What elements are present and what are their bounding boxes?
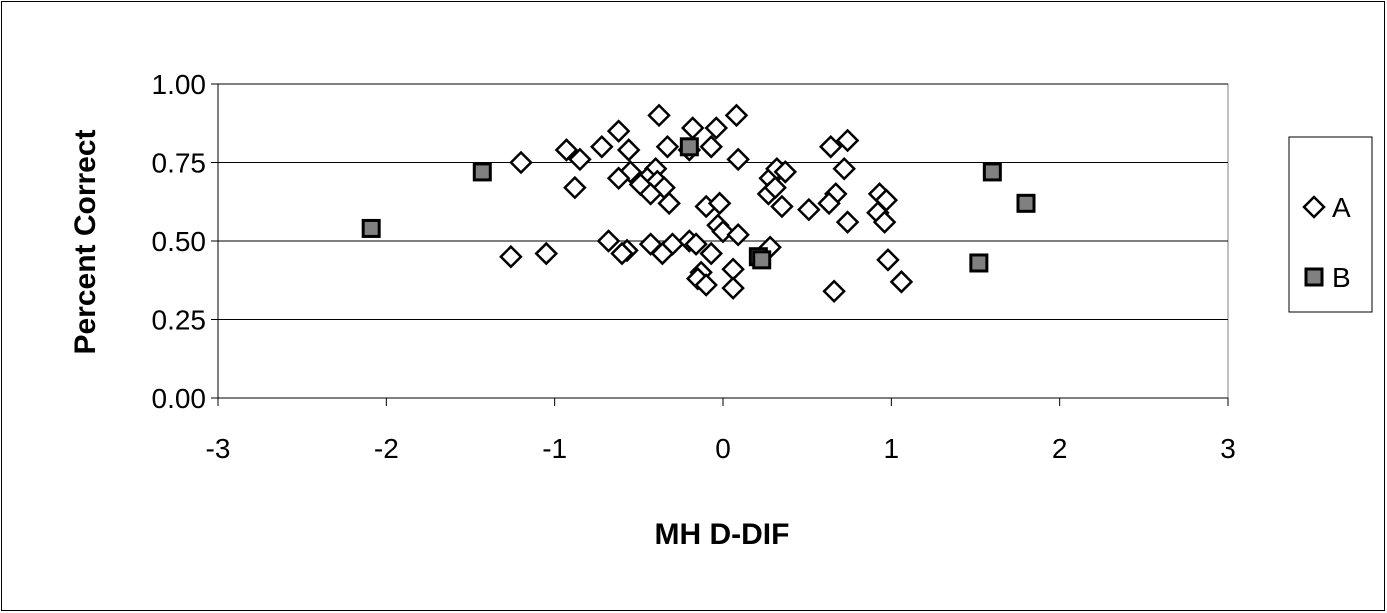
data-point-a — [773, 160, 798, 184]
y-tick-label: 1.00 — [152, 69, 207, 100]
x-axis-title: MH D-DIF — [655, 518, 790, 551]
data-point-a — [655, 135, 680, 159]
data-point-a — [726, 222, 750, 247]
data-point-a — [499, 244, 523, 269]
y-axis-title: Percent Correct — [69, 129, 102, 354]
data-point-a — [596, 229, 621, 253]
data-point-a — [832, 157, 856, 181]
data-point-b — [752, 250, 772, 270]
legend-marker-b — [1304, 267, 1324, 287]
data-point-a — [606, 119, 631, 143]
data-point-a — [590, 135, 614, 159]
y-tick-label: 0.25 — [152, 305, 207, 336]
data-point-a — [726, 147, 750, 172]
y-tick-labels: 0.00 0.25 0.50 0.75 1.00 — [152, 69, 207, 414]
data-point-b — [679, 137, 699, 157]
data-point-a — [721, 276, 745, 300]
x-tick-label: 1 — [884, 433, 900, 464]
data-point-a — [763, 175, 787, 200]
legend-marker-a — [1302, 195, 1326, 219]
data-point-a — [563, 175, 587, 200]
data-point-a — [650, 241, 675, 266]
data-point-b — [1016, 193, 1036, 213]
data-point-a — [822, 279, 846, 304]
data-point-a — [711, 219, 735, 244]
data-point-a — [638, 182, 663, 206]
data-point-a — [876, 248, 900, 272]
data-point-a — [704, 116, 729, 140]
legend-label-b: B — [1332, 262, 1351, 293]
data-point-a — [889, 270, 914, 294]
data-point-a — [835, 128, 860, 153]
axes — [211, 83, 1229, 406]
data-point-a — [694, 273, 718, 297]
data-point-a — [554, 138, 579, 162]
x-tick-label: 2 — [1052, 433, 1068, 464]
data-point-b — [472, 162, 492, 182]
data-point-a — [684, 232, 708, 256]
data-points — [361, 103, 1036, 304]
x-tick-label: 0 — [715, 433, 731, 464]
data-point-a — [797, 197, 821, 222]
data-point-b — [982, 162, 1002, 182]
data-point-a — [872, 210, 897, 234]
data-point-a — [616, 138, 641, 162]
data-point-a — [534, 241, 559, 266]
y-tick-label: 0.00 — [152, 383, 207, 414]
x-tick-label: -2 — [374, 433, 399, 464]
data-point-a — [724, 103, 749, 128]
data-point-a — [770, 194, 794, 219]
data-point-b — [969, 253, 989, 273]
y-tick-label: 0.75 — [152, 148, 207, 179]
legend-label-a: A — [1332, 192, 1351, 223]
data-point-a — [606, 166, 631, 190]
data-point-a — [817, 191, 841, 216]
data-point-a — [509, 150, 533, 175]
legend: AB — [1288, 136, 1373, 313]
data-point-a — [657, 191, 681, 216]
y-tick-label: 0.50 — [152, 226, 207, 257]
data-point-b — [361, 218, 381, 238]
legend-items: AB — [1302, 192, 1351, 293]
x-tick-labels: -3 -2 -1 0 1 2 3 — [206, 433, 1236, 464]
data-point-a — [699, 135, 723, 159]
data-point-a — [610, 241, 634, 266]
x-tick-label: -3 — [206, 433, 231, 464]
legend-box — [1288, 136, 1373, 313]
data-point-a — [835, 210, 860, 234]
data-point-a — [568, 147, 592, 172]
data-point-a — [707, 191, 732, 216]
data-point-a — [699, 241, 723, 266]
x-tick-label: 3 — [1220, 433, 1236, 464]
data-point-a — [818, 135, 843, 159]
x-tick-label: -1 — [542, 433, 567, 464]
data-point-a — [647, 103, 671, 128]
